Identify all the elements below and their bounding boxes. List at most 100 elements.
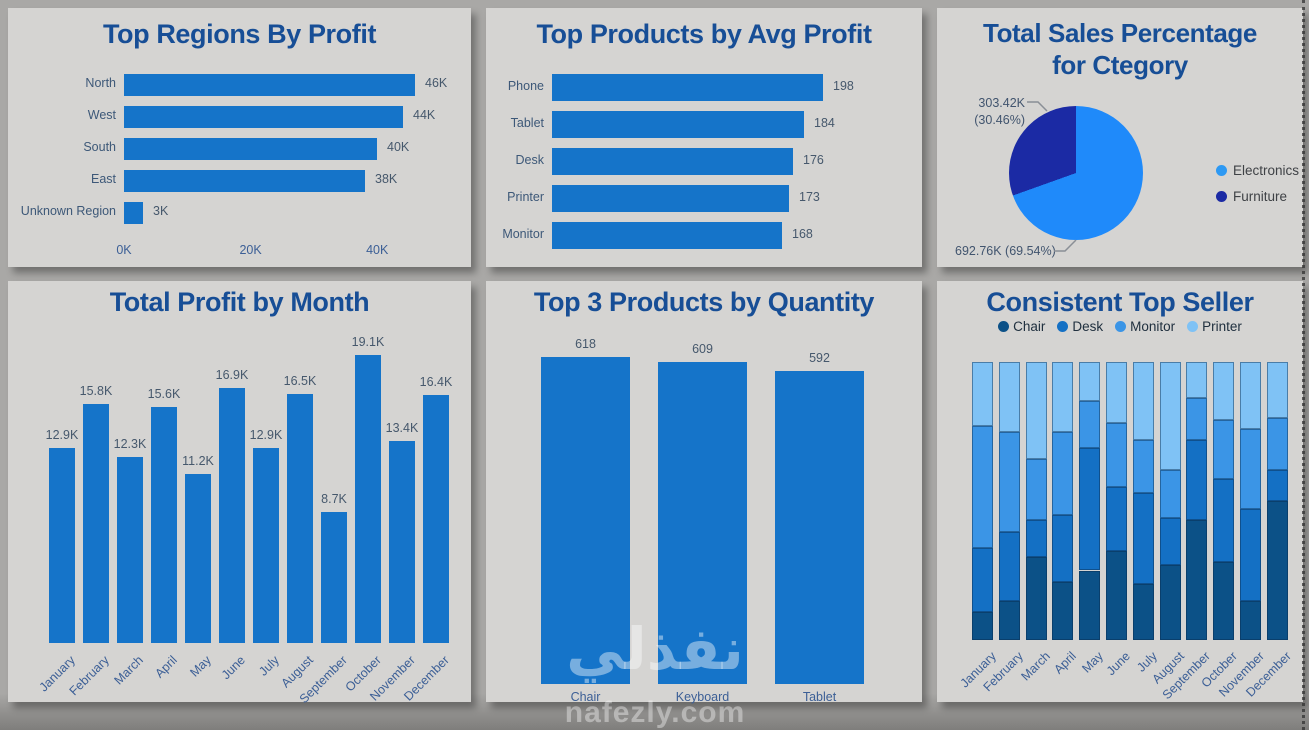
bar-tablet[interactable] — [775, 371, 864, 684]
stack-segment-chair-may[interactable] — [1079, 570, 1100, 640]
stack-segment-chair-january[interactable] — [972, 612, 993, 640]
category-label: Tablet — [510, 115, 544, 130]
bar-july[interactable] — [253, 448, 279, 643]
bar-september[interactable] — [321, 512, 347, 643]
stack-segment-desk-february[interactable] — [999, 531, 1020, 602]
bar-january[interactable] — [49, 448, 75, 643]
stack-segment-chair-march[interactable] — [1026, 556, 1047, 640]
legend-item-desk[interactable]: Desk — [1057, 319, 1103, 334]
stack-segment-desk-january[interactable] — [972, 548, 993, 613]
stack-segment-chair-october[interactable] — [1213, 562, 1234, 640]
stack-segment-printer-july[interactable] — [1133, 362, 1154, 440]
bar-chair[interactable] — [541, 357, 630, 684]
bar-desk[interactable] — [552, 148, 793, 175]
data-label: 15.6K — [147, 387, 181, 401]
bar-june[interactable] — [219, 388, 245, 643]
legend-item-furniture[interactable]: Furniture — [1216, 189, 1287, 204]
data-label: 592 — [809, 351, 830, 365]
stack-segment-monitor-august[interactable] — [1160, 470, 1181, 518]
data-label: 38K — [375, 172, 398, 186]
bar-august[interactable] — [287, 394, 313, 643]
category-label: West — [87, 108, 116, 122]
stack-segment-desk-march[interactable] — [1026, 520, 1047, 557]
data-label: 19.1K — [351, 335, 385, 349]
bar-november[interactable] — [389, 441, 415, 643]
stack-segment-chair-july[interactable] — [1133, 584, 1154, 640]
stack-segment-desk-june[interactable] — [1106, 487, 1127, 552]
bar-may[interactable] — [185, 474, 211, 643]
stack-segment-chair-september[interactable] — [1186, 520, 1207, 640]
stack-segment-monitor-july[interactable] — [1133, 439, 1154, 493]
bar-south[interactable] — [124, 138, 377, 160]
card-top-products-by-avg-profit[interactable]: Top Products by Avg Profit Phone 198 Table… — [486, 8, 922, 267]
stack-segment-monitor-october[interactable] — [1213, 420, 1234, 479]
stack-segment-desk-november[interactable] — [1240, 509, 1261, 602]
stack-segment-desk-december[interactable] — [1267, 470, 1288, 501]
bar-tablet[interactable] — [552, 111, 804, 138]
stack-segment-desk-october[interactable] — [1213, 478, 1234, 563]
card-top-regions-by-profit[interactable]: Top Regions By Profit North 46K West 44K Sou… — [8, 8, 471, 267]
stack-segment-printer-october[interactable] — [1213, 362, 1234, 421]
stack-segment-printer-november[interactable] — [1240, 362, 1261, 429]
bar-march[interactable] — [117, 457, 143, 643]
stack-segment-monitor-april[interactable] — [1052, 431, 1073, 515]
stack-segment-chair-april[interactable] — [1052, 581, 1073, 640]
bar-april[interactable] — [151, 407, 177, 643]
stack-segment-monitor-june[interactable] — [1106, 423, 1127, 488]
stack-segment-chair-february[interactable] — [999, 601, 1020, 640]
stack-segment-printer-march[interactable] — [1026, 362, 1047, 460]
stack-segment-monitor-may[interactable] — [1079, 400, 1100, 449]
stack-segment-desk-april[interactable] — [1052, 514, 1073, 582]
stack-segment-desk-september[interactable] — [1186, 439, 1207, 521]
bar-keyboard[interactable] — [658, 362, 747, 684]
stack-segment-printer-june[interactable] — [1106, 362, 1127, 424]
stack-segment-monitor-february[interactable] — [999, 431, 1020, 532]
data-label: 13.4K — [385, 421, 419, 435]
bar-north[interactable] — [124, 74, 415, 96]
stack-segment-printer-august[interactable] — [1160, 362, 1181, 471]
pie-label-electronics: 692.76K (69.54%) — [955, 244, 1056, 258]
stack-segment-printer-april[interactable] — [1052, 362, 1073, 432]
chart-title: Total Profit by Month — [109, 287, 370, 317]
legend-label: Printer — [1202, 319, 1242, 334]
bar-west[interactable] — [124, 106, 403, 128]
bar-monitor[interactable] — [552, 222, 782, 249]
bar-october[interactable] — [355, 355, 381, 643]
bar-east[interactable] — [124, 170, 365, 192]
stack-segment-monitor-january[interactable] — [972, 425, 993, 549]
stack-segment-printer-january[interactable] — [972, 362, 993, 426]
stack-segment-monitor-november[interactable] — [1240, 428, 1261, 510]
bar-unknown-region[interactable] — [124, 202, 143, 224]
card-total-sales-percentage[interactable]: Total Sales Percentage for Ctegory 303.4… — [937, 8, 1303, 267]
stack-segment-printer-may[interactable] — [1079, 362, 1100, 401]
stack-segment-chair-june[interactable] — [1106, 551, 1127, 640]
stack-segment-chair-november[interactable] — [1240, 601, 1261, 640]
legend-item-printer[interactable]: Printer — [1187, 319, 1242, 334]
bar-february[interactable] — [83, 404, 109, 643]
stack-segment-chair-august[interactable] — [1160, 564, 1181, 640]
bar-december[interactable] — [423, 395, 449, 643]
stack-segment-chair-december[interactable] — [1267, 501, 1288, 640]
stack-segment-monitor-december[interactable] — [1267, 417, 1288, 471]
stack-segment-desk-may[interactable] — [1079, 448, 1100, 571]
stack-segment-monitor-march[interactable] — [1026, 459, 1047, 521]
stack-segment-printer-december[interactable] — [1267, 362, 1288, 418]
pie-chart-sales-category[interactable] — [1009, 106, 1143, 240]
legend-item-electronics[interactable]: Electronics — [1216, 163, 1299, 178]
stack-segment-printer-september[interactable] — [1186, 362, 1207, 399]
legend-item-monitor[interactable]: Monitor — [1115, 319, 1175, 334]
bar-printer[interactable] — [552, 185, 789, 212]
stacked-chart-legend: Chair Desk Monitor Printer — [937, 319, 1303, 334]
furniture-legend-dot-icon — [1216, 191, 1227, 202]
stack-segment-printer-february[interactable] — [999, 362, 1020, 432]
legend-item-chair[interactable]: Chair — [998, 319, 1045, 334]
bar-phone[interactable] — [552, 74, 823, 101]
card-top3-products-by-quantity[interactable]: Top 3 Products by Quantity 618 Chair 609 Ke… — [486, 281, 922, 704]
stack-segment-desk-july[interactable] — [1133, 492, 1154, 585]
stack-segment-monitor-september[interactable] — [1186, 398, 1207, 440]
x-axis-category-label: Keyboard — [675, 690, 730, 704]
data-label: 168 — [792, 226, 813, 241]
card-consistent-top-seller[interactable]: Consistent Top Seller Chair Desk Monitor Pr… — [937, 281, 1303, 702]
card-total-profit-by-month[interactable]: Total Profit by Month 12.9K January 15.8K F… — [8, 281, 471, 706]
stack-segment-desk-august[interactable] — [1160, 517, 1181, 565]
